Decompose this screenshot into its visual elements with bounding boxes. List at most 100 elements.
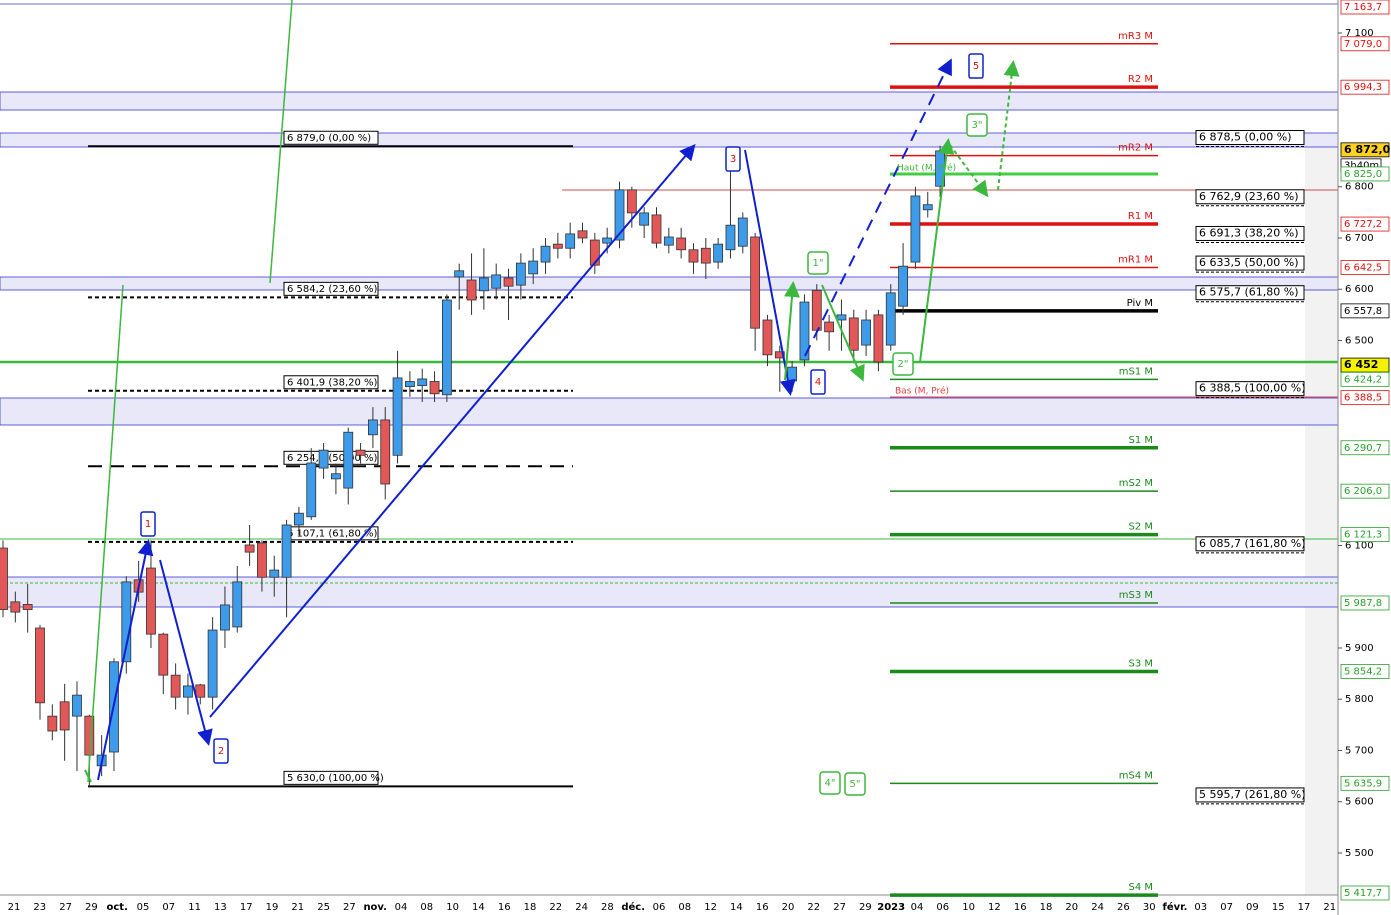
x-tick-label: 03 xyxy=(1194,902,1207,913)
wave-drawings xyxy=(84,0,1020,783)
candle-body xyxy=(417,378,428,386)
fib-label: 6 254,5 (50,00 %) xyxy=(287,453,378,464)
pivot-label: R2 M xyxy=(1128,74,1153,85)
price-badge-label: 6 727,2 xyxy=(1344,219,1382,230)
candle-body xyxy=(491,274,502,289)
fib-label-box xyxy=(1195,255,1305,271)
pivot-label: S4 M xyxy=(1128,882,1153,893)
price-badge-label: 5 417,7 xyxy=(1344,888,1382,899)
fib-label: 6 575,7 (61,80 %) xyxy=(1199,286,1299,299)
candle-body xyxy=(59,701,70,731)
wave-arrow xyxy=(784,281,800,381)
price-badge-label: 7 163,7 xyxy=(1344,2,1382,13)
x-tick-label: 14 xyxy=(472,902,485,913)
pivot-label: mR2 M xyxy=(1118,143,1153,154)
candle-body xyxy=(663,236,674,246)
price-badge-label: 5 854,2 xyxy=(1344,666,1382,677)
pivots: mR3 M R2 M mR2 M R1 M mR1 M Piv M mS1 M S1 M mS2… xyxy=(890,31,1158,897)
price-badge-label: 6 206,0 xyxy=(1344,486,1382,497)
y-tick-label: 6 700 xyxy=(1345,233,1374,244)
wave-arrow xyxy=(744,149,796,396)
subwave-box xyxy=(819,771,841,795)
pivot-label: Piv M xyxy=(1127,298,1153,309)
price-badge-label: 6 642,5 xyxy=(1344,262,1382,273)
x-tick-label: 28 xyxy=(601,902,614,913)
candle-body xyxy=(10,601,21,613)
fib-label-box xyxy=(283,130,379,145)
fib-label-box xyxy=(1195,189,1305,205)
candle-body xyxy=(331,473,341,480)
candle-body xyxy=(565,233,576,249)
price-badge-label: 6 557,8 xyxy=(1344,306,1382,317)
channel-band xyxy=(0,91,1339,111)
wave-arrow xyxy=(821,284,865,382)
candle-body xyxy=(626,189,637,214)
candle-body xyxy=(700,247,711,264)
candle-body xyxy=(602,237,613,244)
x-tick-label: 21 xyxy=(1323,902,1336,913)
x-tick-label: 22 xyxy=(807,902,820,913)
wave-box xyxy=(810,369,826,395)
candle-body xyxy=(429,381,440,395)
wave-line xyxy=(87,284,124,783)
wave-label: 2 xyxy=(218,746,224,757)
candle-body xyxy=(318,449,329,469)
candle-body xyxy=(367,419,378,436)
candle-body xyxy=(614,189,625,241)
x-tick-label: 27 xyxy=(833,902,846,913)
pivot-label: mR1 M xyxy=(1118,254,1153,265)
candle-body xyxy=(466,279,477,301)
price-badge xyxy=(1340,36,1390,52)
candle-body xyxy=(35,627,45,704)
date-axis: 21 23 27 29 oct. 05 07 11 13 17 19 21 25 27 nov. 04 08 10… xyxy=(8,901,1337,913)
fib-label-box xyxy=(1195,381,1305,397)
x-tick-label: 07 xyxy=(1220,902,1233,913)
wave-label: 1 xyxy=(145,519,151,530)
wave-box xyxy=(213,738,229,764)
candle-body xyxy=(836,314,847,321)
candle-body xyxy=(269,569,280,578)
subwave-label: 3" xyxy=(972,120,983,131)
price-badge xyxy=(1340,142,1390,158)
candle-body xyxy=(207,629,218,698)
fib-label: 5 595,7 (261,80 %) xyxy=(1199,788,1306,801)
prev-high-label: Haut (M, Pré) xyxy=(897,163,956,174)
fib-label-box xyxy=(1195,285,1305,301)
x-tick-label: 17 xyxy=(1298,902,1311,913)
x-tick-label: nov. xyxy=(363,902,387,913)
fib-label-box xyxy=(1195,225,1305,241)
x-tick-label: 18 xyxy=(1040,902,1053,913)
price-badge-label: 7 079,0 xyxy=(1344,39,1382,50)
x-tick-label: 30 xyxy=(1143,902,1156,913)
fib-label: 6 107,1 (61,80 %) xyxy=(287,528,378,539)
price-axis: 7 100 6 800 6 700 6 600 6 500 6 100 5 900 5 800… xyxy=(1338,0,1391,901)
wave-arrow xyxy=(949,144,989,198)
subwave-box xyxy=(966,113,988,137)
price-badge-label: 6 994,3 xyxy=(1344,82,1382,93)
price-badge xyxy=(1340,664,1390,679)
subwave-label: 4" xyxy=(825,778,836,789)
candle-body xyxy=(170,674,181,698)
fib-label-box xyxy=(283,770,379,785)
x-tick-label: 29 xyxy=(859,902,872,913)
candle-body xyxy=(528,260,539,275)
candle-body xyxy=(848,317,859,351)
candle-body xyxy=(824,321,835,333)
price-badge-label: 6 872,0 xyxy=(1344,143,1391,156)
price-badge xyxy=(1340,166,1390,182)
pivot-label: S1 M xyxy=(1128,435,1153,446)
x-tick-label: 11 xyxy=(188,902,201,913)
candle-body xyxy=(380,419,391,485)
fib-label: 6 691,3 (38,20 %) xyxy=(1199,226,1299,239)
price-badge xyxy=(1340,216,1390,232)
x-tick-label: 18 xyxy=(524,902,537,913)
x-tick-label: déc. xyxy=(621,901,645,913)
candle-body xyxy=(651,214,662,244)
x-tick-label: 16 xyxy=(498,902,511,913)
wave-box xyxy=(968,53,984,79)
subwave-box xyxy=(844,772,866,796)
wave-arrow xyxy=(84,769,92,783)
fib-label: 6 584,2 (23,60 %) xyxy=(287,284,378,295)
future-zone xyxy=(1305,145,1338,895)
candle-body xyxy=(898,265,908,307)
